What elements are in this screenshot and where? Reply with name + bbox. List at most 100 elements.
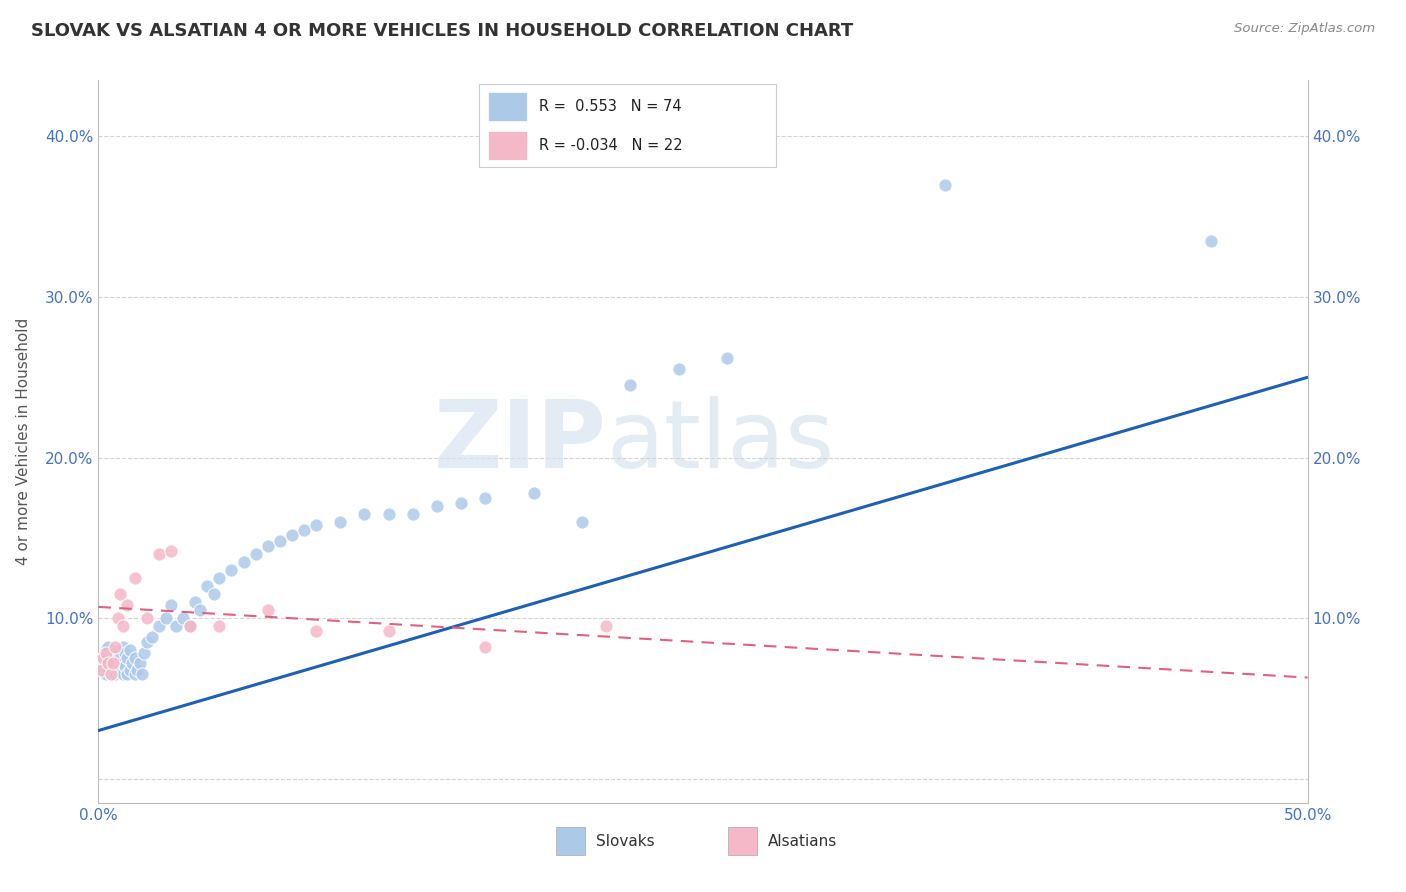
Point <box>107 655 129 669</box>
Point <box>100 667 122 681</box>
Point <box>104 647 127 661</box>
Point <box>141 631 163 645</box>
Point <box>571 515 593 529</box>
Point <box>111 667 134 681</box>
Point <box>114 647 136 661</box>
Point <box>97 656 120 670</box>
Point <box>114 659 136 673</box>
Point <box>292 523 315 537</box>
Point <box>208 619 231 633</box>
Point <box>377 624 399 638</box>
Point <box>94 647 117 661</box>
Point <box>90 663 112 677</box>
Point <box>184 595 207 609</box>
Text: Slovaks: Slovaks <box>596 834 655 848</box>
Point <box>124 571 146 585</box>
Point <box>104 667 127 681</box>
Point <box>204 587 226 601</box>
Bar <box>557 827 585 855</box>
Point <box>107 664 129 678</box>
Point <box>101 656 124 670</box>
Y-axis label: 4 or more Vehicles in Household: 4 or more Vehicles in Household <box>17 318 31 566</box>
Point <box>281 527 304 541</box>
Text: atlas: atlas <box>606 395 835 488</box>
Point <box>179 619 201 633</box>
Point <box>474 491 496 505</box>
Point <box>100 659 122 673</box>
Point <box>668 362 690 376</box>
Point <box>101 656 124 670</box>
Point <box>716 351 738 365</box>
Point <box>117 599 139 613</box>
Point <box>108 651 131 665</box>
Point <box>101 663 124 677</box>
Point <box>523 486 546 500</box>
Point <box>208 571 231 585</box>
Point <box>111 656 134 670</box>
Point <box>474 640 496 654</box>
Point <box>160 543 183 558</box>
Point <box>111 619 134 633</box>
Point <box>1199 234 1222 248</box>
Point <box>148 619 170 633</box>
Point <box>107 643 129 657</box>
Point <box>118 663 141 677</box>
Point <box>117 667 139 681</box>
Point <box>111 640 134 654</box>
Point <box>135 611 157 625</box>
Text: SLOVAK VS ALSATIAN 4 OR MORE VEHICLES IN HOUSEHOLD CORRELATION CHART: SLOVAK VS ALSATIAN 4 OR MORE VEHICLES IN… <box>31 22 853 40</box>
Point <box>94 643 117 657</box>
Point <box>402 507 425 521</box>
Point <box>100 667 122 681</box>
Point <box>104 659 127 673</box>
Point <box>108 587 131 601</box>
Point <box>101 647 124 661</box>
Point <box>426 499 449 513</box>
Point <box>131 667 153 681</box>
Point <box>118 643 141 657</box>
Point <box>107 611 129 625</box>
Point <box>188 603 211 617</box>
Point <box>117 651 139 665</box>
Point <box>160 599 183 613</box>
Point <box>305 624 328 638</box>
Point <box>97 640 120 654</box>
Point <box>256 603 278 617</box>
Point <box>97 663 120 677</box>
Point <box>90 659 112 673</box>
Bar <box>728 827 756 855</box>
Point <box>155 611 177 625</box>
Point <box>221 563 243 577</box>
Point <box>100 651 122 665</box>
Text: Source: ZipAtlas.com: Source: ZipAtlas.com <box>1234 22 1375 36</box>
Point <box>232 555 254 569</box>
Point <box>104 640 127 654</box>
Point <box>91 651 114 665</box>
Point <box>377 507 399 521</box>
Point <box>179 619 201 633</box>
Text: Alsatians: Alsatians <box>768 834 838 848</box>
Text: ZIP: ZIP <box>433 395 606 488</box>
Point <box>134 647 156 661</box>
Point <box>353 507 375 521</box>
Point <box>305 518 328 533</box>
Point <box>619 378 641 392</box>
Point <box>256 539 278 553</box>
Point <box>934 178 956 192</box>
Point <box>94 656 117 670</box>
Point <box>329 515 352 529</box>
Point <box>595 619 617 633</box>
Point <box>165 619 187 633</box>
Point <box>124 667 146 681</box>
Point <box>121 656 143 670</box>
Point <box>269 534 291 549</box>
Point <box>128 656 150 670</box>
Point <box>148 547 170 561</box>
Point <box>124 651 146 665</box>
Point <box>127 663 149 677</box>
Point <box>450 495 472 509</box>
Point <box>245 547 267 561</box>
Point <box>108 663 131 677</box>
Point <box>94 667 117 681</box>
Point <box>97 653 120 667</box>
